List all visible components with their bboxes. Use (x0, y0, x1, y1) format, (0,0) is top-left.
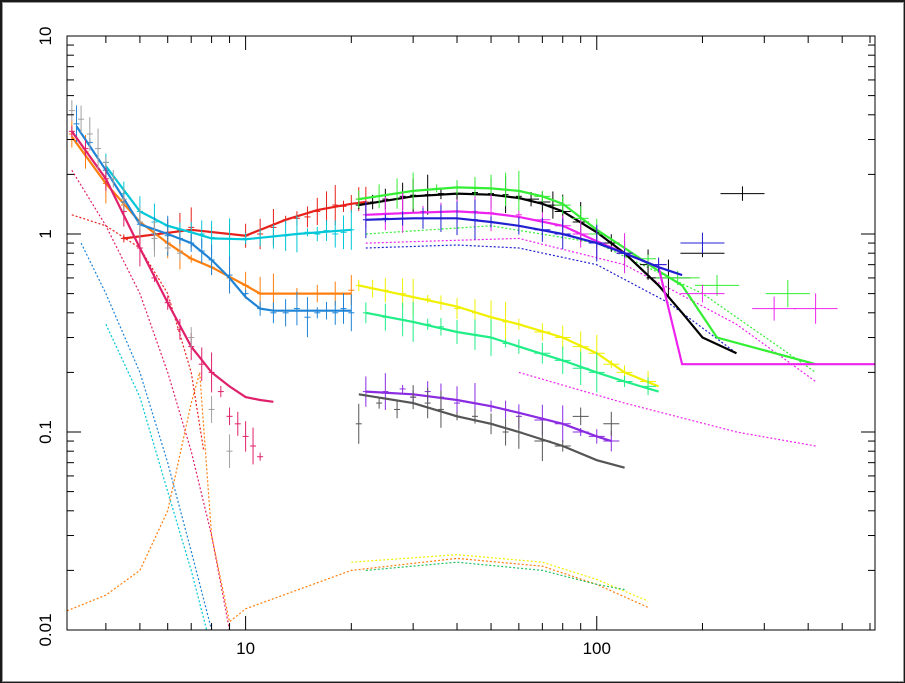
model-line (365, 311, 659, 393)
data-point (640, 254, 657, 263)
data-point (680, 284, 725, 303)
data-point (314, 226, 321, 242)
data-point (603, 411, 620, 436)
data-point (95, 128, 102, 169)
spectrum-chart: 10 100 0.01 0.1 1 10 (36, 27, 876, 658)
data-point (304, 297, 311, 338)
model-line (70, 130, 274, 403)
data-point (250, 427, 257, 465)
data-point (332, 185, 339, 226)
plot-border (66, 35, 876, 631)
model-component-curve-2 (71, 169, 231, 630)
y-tick-label: 10 (36, 27, 55, 46)
model-line (358, 393, 625, 469)
model-component-curve-1 (105, 324, 208, 630)
data-point (340, 293, 347, 324)
data-point (454, 298, 461, 319)
data-point (110, 170, 117, 188)
data-point (257, 452, 264, 461)
y-tick-label: 1 (36, 229, 55, 238)
data-point (120, 187, 127, 212)
data-point (340, 215, 347, 250)
data-point (78, 105, 85, 133)
data-point (424, 387, 431, 419)
model-line (123, 200, 366, 240)
data-point (314, 307, 321, 319)
data-point (720, 186, 765, 201)
data-point (270, 302, 277, 324)
data-point (437, 391, 444, 428)
data-point (176, 245, 183, 261)
model-line (75, 125, 352, 312)
data-point (304, 206, 311, 228)
data-point (242, 421, 249, 452)
model-line (365, 217, 683, 277)
data-point (226, 434, 233, 468)
model-line (365, 390, 612, 443)
data-point (226, 407, 233, 426)
data-point (188, 327, 195, 348)
data-point (164, 243, 171, 252)
data-point (282, 299, 289, 327)
y-tick-label: 0.1 (36, 420, 55, 444)
model-component-curve-7 (365, 237, 816, 382)
x-tick-label: 10 (236, 639, 255, 658)
x-tick-label: 100 (583, 639, 611, 658)
tick-labels: 10 100 0.01 0.1 1 10 (36, 27, 611, 658)
model-component-curve-4 (71, 214, 205, 452)
data-point (234, 411, 241, 436)
data-point (68, 100, 75, 121)
data-point (217, 385, 224, 398)
model-component-curve-3 (67, 372, 649, 623)
data-point (765, 280, 810, 308)
data-point (293, 291, 300, 326)
model-line (358, 186, 816, 366)
model-component-curve-10 (365, 561, 625, 591)
data-point (86, 117, 93, 151)
data-point (572, 407, 589, 426)
data-point (502, 418, 509, 446)
data-point (394, 400, 401, 419)
data-point (332, 300, 339, 325)
data-point (793, 293, 838, 324)
data-point (410, 385, 417, 410)
model-line (365, 210, 875, 366)
y-tick-label: 0.01 (36, 613, 55, 646)
data-point (151, 220, 158, 257)
data-point (399, 384, 406, 393)
data-point (355, 403, 362, 444)
data-point (332, 220, 339, 248)
data-point (348, 294, 355, 332)
series-layer (68, 100, 875, 469)
data-point (102, 156, 109, 168)
model-component-curve-9 (351, 554, 649, 602)
model-line (105, 165, 352, 241)
model-line (358, 284, 660, 388)
data-point (136, 206, 143, 238)
data-point (752, 296, 797, 321)
model-component-curve-8 (518, 371, 816, 447)
data-point (680, 232, 725, 254)
data-point (208, 395, 215, 424)
model-component-curve-0 (80, 242, 213, 630)
axes (66, 35, 876, 631)
data-point (376, 397, 383, 409)
